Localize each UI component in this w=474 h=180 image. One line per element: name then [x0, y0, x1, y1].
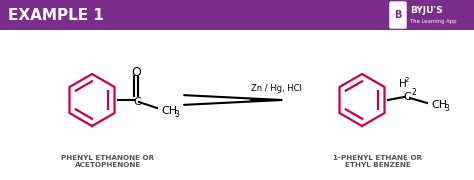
Text: EXAMPLE 1: EXAMPLE 1: [8, 8, 104, 22]
Text: CH: CH: [161, 106, 177, 116]
Text: 3: 3: [444, 103, 449, 112]
Text: CH: CH: [431, 100, 447, 110]
Text: B: B: [394, 10, 401, 20]
Text: 2: 2: [412, 87, 417, 96]
Bar: [388, 0, 474, 30]
Text: 2: 2: [405, 77, 410, 83]
Bar: [0, 0, 474, 30]
Text: Zn / Hg, HCl: Zn / Hg, HCl: [251, 84, 301, 93]
Text: O: O: [131, 66, 141, 78]
Text: 3: 3: [174, 109, 179, 118]
Text: 1-PHENYL ETHANE OR
ETHYL BENZENE: 1-PHENYL ETHANE OR ETHYL BENZENE: [334, 155, 422, 168]
Text: H: H: [399, 79, 407, 89]
Text: C: C: [403, 92, 411, 102]
Text: The Learning App: The Learning App: [410, 19, 456, 24]
Text: PHENYL ETHANONE OR
ACETOPHENONE: PHENYL ETHANONE OR ACETOPHENONE: [62, 155, 155, 168]
Text: BYJU'S: BYJU'S: [410, 6, 443, 15]
Text: C: C: [133, 97, 141, 107]
FancyBboxPatch shape: [390, 2, 406, 28]
